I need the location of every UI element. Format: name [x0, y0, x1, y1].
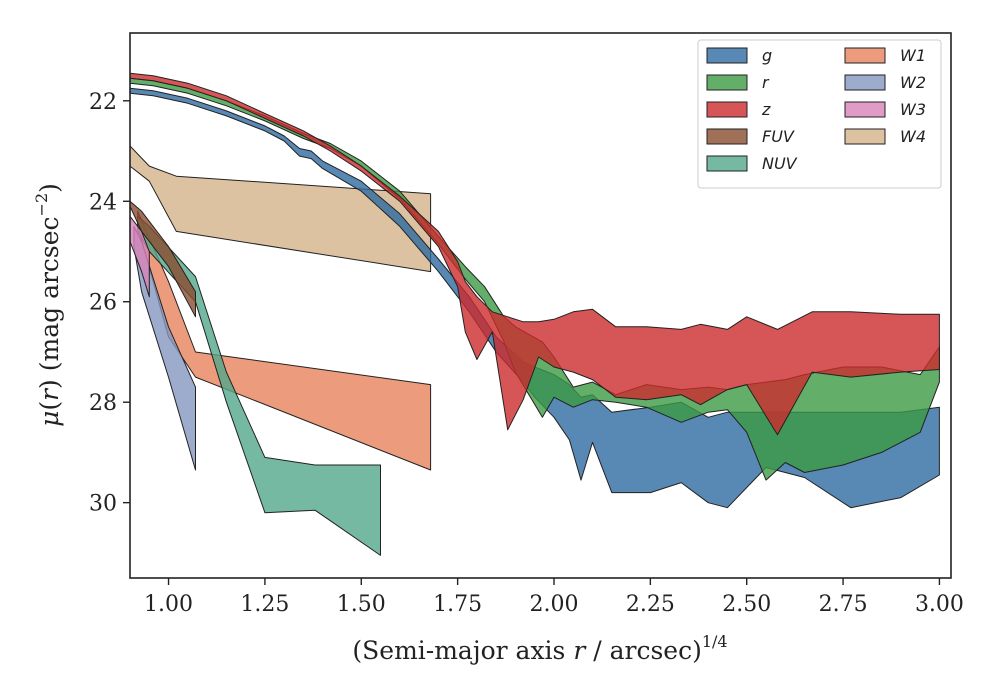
y-axis-label: μ(r) (mag arcsec−2) [32, 183, 64, 427]
x-axis-label: (Semi-major axis r / arcsec)1/4 [352, 632, 727, 665]
legend-label-nuv: NUV [762, 154, 798, 173]
plot-frame [129, 32, 952, 579]
y-tick-label: 24 [89, 190, 117, 215]
legend-label-z: z [761, 100, 771, 119]
legend-label-w2: W2 [900, 73, 926, 92]
x-tick-label: 3.00 [915, 592, 964, 617]
band-w4 [129, 145, 432, 273]
band-g [129, 87, 940, 509]
legend-label-r: r [762, 73, 770, 92]
legend-swatch-z [706, 101, 748, 118]
legend-label-fuv: FUV [762, 127, 795, 146]
legend-swatch-w1 [844, 47, 886, 64]
band-z [129, 72, 940, 436]
x-tick-label: 1.25 [240, 592, 289, 617]
data-bands [129, 72, 940, 556]
legend-label-g: g [762, 46, 772, 65]
legend-label-w4: W4 [900, 127, 926, 146]
legend-swatch-g [706, 47, 748, 64]
x-tick-label: 2.25 [626, 592, 675, 617]
y-axis-ticks: 22 24 26 28 30 [89, 90, 130, 517]
legend-label-w1: W1 [900, 46, 926, 65]
legend-swatch-fuv [706, 128, 748, 145]
y-tick-label: 30 [89, 492, 117, 517]
legend: grz FUV NUV W1 W2 W3 W4 [697, 39, 942, 189]
legend-swatch-r [706, 74, 748, 91]
legend-swatch-w4 [844, 128, 886, 145]
legend-swatch-nuv [706, 155, 748, 172]
x-tick-label: 2.75 [819, 592, 868, 617]
x-tick-label: 1.50 [337, 592, 386, 617]
x-tick-label: 2.00 [529, 592, 578, 617]
x-tick-label: 1.00 [144, 592, 193, 617]
band-fuv [129, 200, 196, 318]
legend-swatch-w3 [844, 101, 886, 118]
y-tick-label: 22 [89, 90, 117, 115]
legend-swatch-w2 [844, 74, 886, 91]
band-nuv [137, 215, 381, 556]
x-tick-label: 1.75 [433, 592, 482, 617]
y-tick-label: 26 [89, 291, 117, 316]
x-tick-label: 2.50 [722, 592, 771, 617]
legend-label-w3: W3 [900, 100, 926, 119]
x-axis-ticks: 1.00 1.25 1.50 1.75 2.00 2.25 2.50 2.75 3.00 [144, 578, 964, 617]
y-tick-label: 28 [89, 391, 117, 416]
